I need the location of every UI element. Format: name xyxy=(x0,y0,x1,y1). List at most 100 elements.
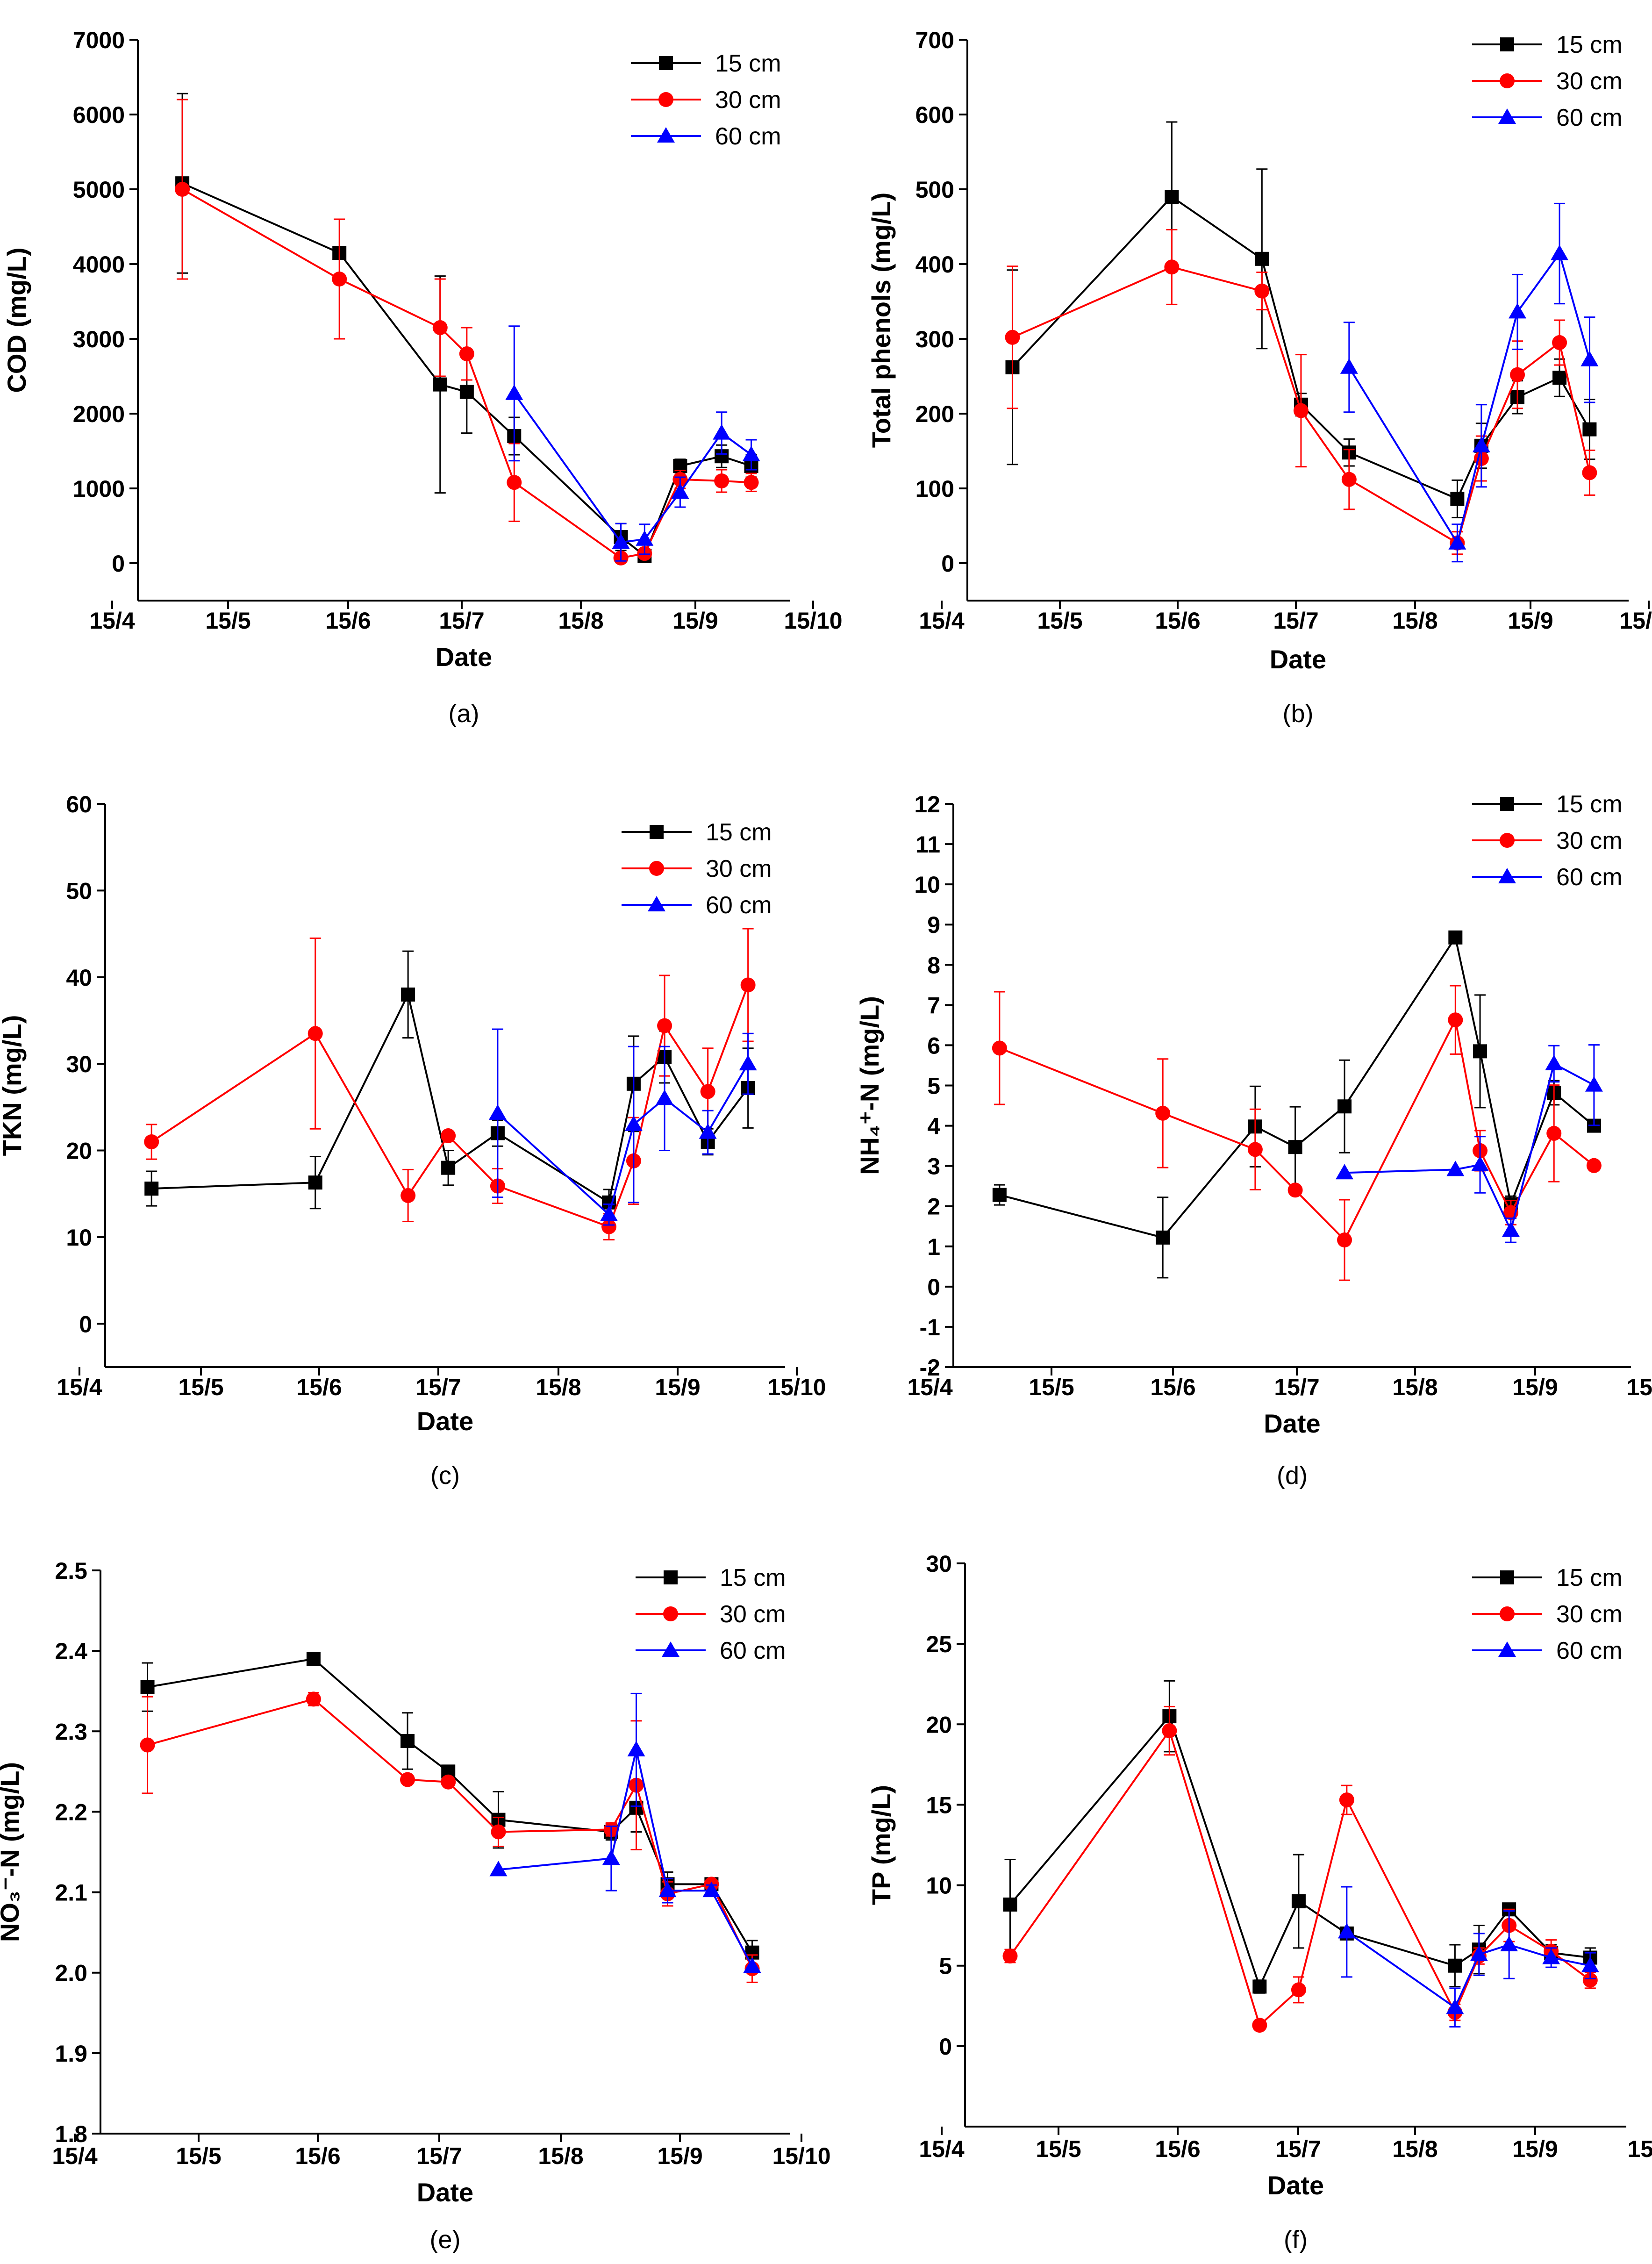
legend-item-60cm: 60 cm xyxy=(1472,1637,1623,1664)
series-line xyxy=(1009,1728,1591,2027)
x-tick-label: 15/10 xyxy=(1619,608,1652,634)
y-tick-label: 60 xyxy=(66,791,92,817)
data-point xyxy=(600,1205,618,1221)
data-point xyxy=(1337,1232,1352,1248)
data-point xyxy=(1164,259,1180,275)
series-30cm xyxy=(140,1691,760,1983)
data-point xyxy=(505,384,523,400)
series-line xyxy=(999,1017,1595,1242)
data-point xyxy=(1165,190,1179,204)
y-tick-label: 2000 xyxy=(73,401,125,427)
data-point xyxy=(507,475,522,490)
y-tick-label: 3 xyxy=(927,1153,940,1180)
data-point xyxy=(306,1652,321,1666)
y-tick-label: 600 xyxy=(915,102,954,128)
data-point xyxy=(488,1104,507,1120)
data-point xyxy=(714,473,729,488)
data-point xyxy=(308,1026,323,1041)
data-point xyxy=(433,377,447,392)
legend-label: 60 cm xyxy=(1556,1637,1623,1664)
x-tick-label: 15/8 xyxy=(1392,608,1437,634)
legend-marker xyxy=(1500,833,1515,848)
legend: 15 cm 30 cm 60 cm xyxy=(1472,1564,1623,1664)
data-point xyxy=(432,320,448,335)
x-tick-label: 15/5 xyxy=(1037,608,1082,634)
y-tick-label: 30 xyxy=(66,1051,92,1077)
y-tick-label: 700 xyxy=(915,27,954,53)
data-point xyxy=(1448,534,1466,550)
data-point xyxy=(1582,422,1597,437)
data-point xyxy=(1472,437,1490,452)
data-point xyxy=(459,346,474,361)
x-tick-label: 15/6 xyxy=(325,608,371,634)
x-tick-label: 15/10 xyxy=(1627,2136,1652,2162)
y-tick-label: 0 xyxy=(941,551,954,577)
legend-marker xyxy=(1498,1641,1516,1657)
data-point xyxy=(1287,1182,1303,1198)
series-line xyxy=(1012,195,1591,501)
data-point xyxy=(1471,1156,1489,1172)
data-point xyxy=(671,483,689,499)
y-tick-label: 25 xyxy=(926,1631,952,1657)
legend-item-30cm: 30 cm xyxy=(1472,827,1623,854)
legend-marker xyxy=(1500,73,1515,88)
series-60cm xyxy=(1337,1886,1599,2028)
data-point xyxy=(1291,1894,1306,1908)
y-tick-label: 30 xyxy=(926,1551,952,1577)
x-tick-label: 15/6 xyxy=(1155,608,1200,634)
x-tick-label: 15/4 xyxy=(919,608,965,634)
series-30cm xyxy=(144,928,756,1240)
data-point xyxy=(1247,1142,1263,1157)
y-tick-label: 500 xyxy=(915,177,954,203)
x-tick-label: 15/8 xyxy=(1392,2136,1437,2162)
data-point xyxy=(489,1861,508,1877)
panel-label: (e) xyxy=(430,2226,461,2254)
series-60cm xyxy=(1336,1044,1603,1243)
data-point xyxy=(740,977,756,993)
legend: 15 cm 30 cm 60 cm xyxy=(1472,31,1623,131)
x-tick-label: 15/6 xyxy=(295,2143,340,2169)
data-point xyxy=(713,424,731,440)
x-tick-label: 15/4 xyxy=(919,2136,965,2162)
data-point xyxy=(1337,1099,1352,1114)
data-point xyxy=(400,1188,416,1203)
y-tick-label: 1.8 xyxy=(55,2121,87,2147)
legend-label: 15 cm xyxy=(1556,791,1623,818)
x-tick-label: 15/8 xyxy=(536,1374,581,1400)
data-point xyxy=(1545,1055,1563,1071)
y-tick-label: 5 xyxy=(939,1953,952,1979)
x-tick-label: 15/7 xyxy=(1274,1374,1319,1400)
data-point xyxy=(1586,1158,1602,1173)
x-axis-title: Date xyxy=(1267,2171,1324,2200)
data-point xyxy=(1585,1076,1603,1092)
y-tick-label: 50 xyxy=(66,878,92,904)
series-line xyxy=(1009,1714,1591,1989)
x-tick-label: 15/9 xyxy=(1512,2136,1558,2162)
series-15cm xyxy=(144,950,755,1217)
series-line xyxy=(147,1698,753,1969)
legend-item-15cm: 15 cm xyxy=(622,819,772,846)
data-point xyxy=(742,446,760,461)
x-tick-label: 15/6 xyxy=(1150,1374,1195,1400)
y-tick-label: 2 xyxy=(927,1194,940,1220)
y-tick-label: 0 xyxy=(939,2034,952,2060)
y-tick-label: 5 xyxy=(927,1073,940,1099)
legend: 15 cm 30 cm 60 cm xyxy=(1472,791,1623,891)
panel-label: (b) xyxy=(1283,700,1314,728)
y-tick-label: 10 xyxy=(914,872,940,898)
y-tick-label: 15 xyxy=(926,1792,952,1818)
y-tick-label: 0 xyxy=(927,1274,940,1300)
legend-label: 30 cm xyxy=(1556,68,1623,95)
y-tick-label: 7 xyxy=(927,992,940,1018)
series-line xyxy=(151,991,749,1204)
data-point xyxy=(401,987,415,1002)
legend-item-30cm: 30 cm xyxy=(631,86,781,114)
data-point xyxy=(1448,1012,1463,1028)
data-point xyxy=(612,533,630,549)
x-tick-label: 15/10 xyxy=(784,608,842,634)
data-point xyxy=(1339,1792,1354,1808)
x-tick-label: 15/7 xyxy=(416,2143,462,2169)
legend-marker xyxy=(1498,868,1516,883)
legend-marker xyxy=(659,56,673,70)
